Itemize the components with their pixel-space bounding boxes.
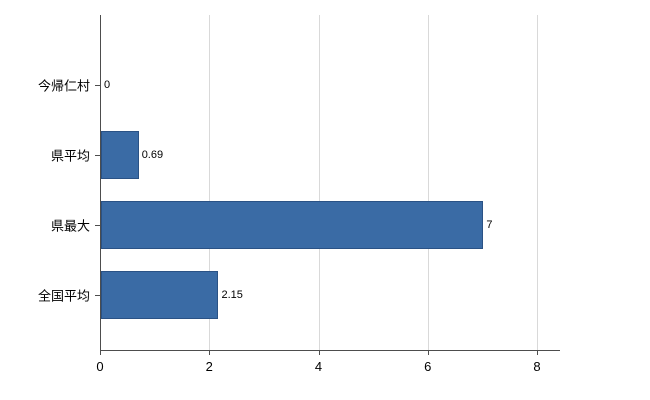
gridline bbox=[318, 15, 320, 350]
x-axis-tick bbox=[100, 350, 101, 355]
bar-value-label: 0 bbox=[104, 79, 111, 91]
category-label: 今帰仁村 bbox=[37, 78, 90, 94]
y-axis-tick bbox=[95, 295, 100, 296]
bar bbox=[101, 271, 219, 319]
bar-value-label: 2.15 bbox=[221, 289, 243, 301]
category-label: 県最大 bbox=[50, 218, 90, 234]
y-axis-tick bbox=[95, 225, 100, 226]
x-tick-label: 2 bbox=[205, 359, 213, 374]
bar bbox=[101, 131, 139, 179]
y-axis bbox=[100, 15, 101, 350]
bar bbox=[101, 201, 484, 249]
bar-value-label: 7 bbox=[486, 219, 493, 231]
y-axis-tick bbox=[95, 155, 100, 156]
x-axis-tick bbox=[318, 350, 320, 355]
x-axis bbox=[100, 350, 560, 351]
x-axis-tick bbox=[427, 350, 429, 355]
y-axis-tick bbox=[95, 85, 100, 86]
category-label: 全国平均 bbox=[37, 288, 90, 304]
bar-value-label: 0.69 bbox=[141, 149, 164, 161]
x-tick-label: 6 bbox=[424, 359, 432, 374]
gridline bbox=[537, 15, 539, 350]
x-axis-tick bbox=[537, 350, 539, 355]
x-tick-label: 8 bbox=[533, 359, 541, 374]
x-axis-tick bbox=[209, 350, 211, 355]
x-tick-label: 0 bbox=[96, 359, 104, 374]
x-tick-label: 4 bbox=[314, 359, 323, 374]
gridline bbox=[427, 15, 429, 350]
category-label: 県平均 bbox=[50, 148, 90, 164]
gridline bbox=[209, 15, 211, 350]
